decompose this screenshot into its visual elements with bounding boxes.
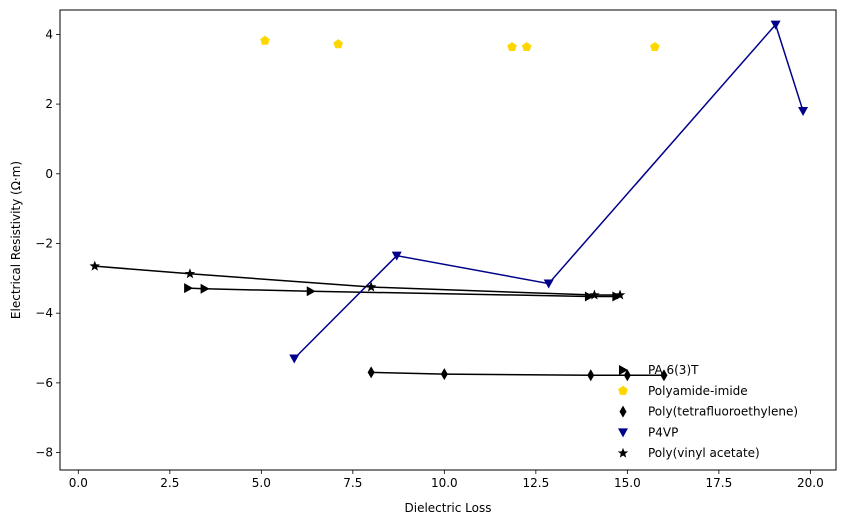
data-point-pa-6-3-t (200, 283, 210, 294)
x-tick-label: 15.0 (614, 476, 641, 490)
data-point-poly-vinyl-acetate (365, 281, 377, 292)
x-tick-label: 17.5 (706, 476, 733, 490)
x-tick-label: 7.5 (343, 476, 362, 490)
data-point-poly-tetrafluoroethylene (623, 369, 631, 382)
legend-marker-polyamide-imide (618, 385, 628, 395)
data-point-polyamide-imide (521, 41, 532, 51)
series-lines (94, 23, 804, 376)
data-point-pa-6-3-t (306, 286, 316, 297)
series-line-pa-6-3-t (188, 287, 617, 298)
data-point-poly-tetrafluoroethylene (367, 366, 375, 379)
series-markers (89, 20, 809, 382)
y-tick-label: 0 (45, 167, 53, 181)
data-point-pa-6-3-t (584, 291, 594, 302)
data-point-poly-vinyl-acetate (89, 260, 100, 271)
data-point-p4vp (770, 20, 781, 30)
x-axis-label: Dielectric Loss (405, 501, 492, 515)
data-point-polyamide-imide (650, 41, 660, 51)
x-tick-label: 12.5 (522, 476, 549, 490)
y-tick-label: −8 (35, 446, 53, 460)
legend-label-poly-tetrafluoroethylene: Poly(tetrafluoroethylene) (648, 405, 798, 419)
x-tick-label: 10.0 (431, 476, 458, 490)
legend-label-p4vp: P4VP (648, 425, 678, 439)
data-point-polyamide-imide (260, 35, 270, 45)
plot-frame (59, 9, 837, 471)
x-tick-label: 0.0 (69, 476, 88, 490)
data-point-poly-tetrafluoroethylene (440, 368, 448, 381)
legend-marker-pa-6-3-t (619, 365, 628, 375)
data-point-polyamide-imide (333, 39, 343, 49)
data-point-poly-vinyl-acetate (614, 289, 626, 300)
x-tick-label: 5.0 (252, 476, 271, 490)
data-point-pa-6-3-t (612, 291, 622, 302)
legend-marker-poly-vinyl-acetate (617, 447, 629, 458)
legend-label-poly-vinyl-acetate: Poly(vinyl acetate) (648, 446, 760, 460)
data-point-p4vp (391, 251, 402, 261)
legend-label-pa-6-3-t: PA 6(3)T (648, 363, 699, 377)
data-point-p4vp (798, 107, 809, 117)
data-point-p4vp (289, 354, 300, 364)
legend-label-polyamide-imide: Polyamide-imide (648, 384, 748, 398)
x-axis: 0.0 2.5 5.0 7.5 10.0 12.5 15.0 17.5 20.0 (69, 470, 824, 490)
data-point-poly-tetrafluoroethylene (587, 369, 595, 382)
data-point-polyamide-imide (507, 41, 517, 51)
series-line-p4vp (293, 23, 804, 360)
y-tick-label: 2 (45, 97, 53, 111)
data-point-poly-vinyl-acetate (589, 289, 600, 300)
y-axis-label: Electrical Resistivity (Ω·m) (9, 161, 23, 319)
data-point-poly-vinyl-acetate (184, 268, 196, 279)
series-line-poly-vinyl-acetate (94, 265, 621, 296)
x-tick-label: 20.0 (797, 476, 824, 490)
x-tick-label: 2.5 (160, 476, 179, 490)
data-point-p4vp (543, 279, 554, 289)
data-point-poly-tetrafluoroethylene (660, 369, 668, 382)
y-axis: −8 −6 −4 −2 0 2 4 (35, 27, 60, 460)
legend-marker-p4vp (618, 428, 628, 438)
legend: PA 6(3)T Polyamide-imide Poly(tetrafluoroe… (617, 363, 798, 460)
y-tick-label: −4 (35, 306, 53, 320)
y-tick-label: 4 (45, 27, 53, 41)
legend-marker-poly-tetrafluoroethylene (619, 405, 627, 418)
y-tick-label: −2 (35, 236, 53, 250)
y-tick-label: −6 (35, 376, 53, 390)
data-point-pa-6-3-t (184, 283, 194, 294)
